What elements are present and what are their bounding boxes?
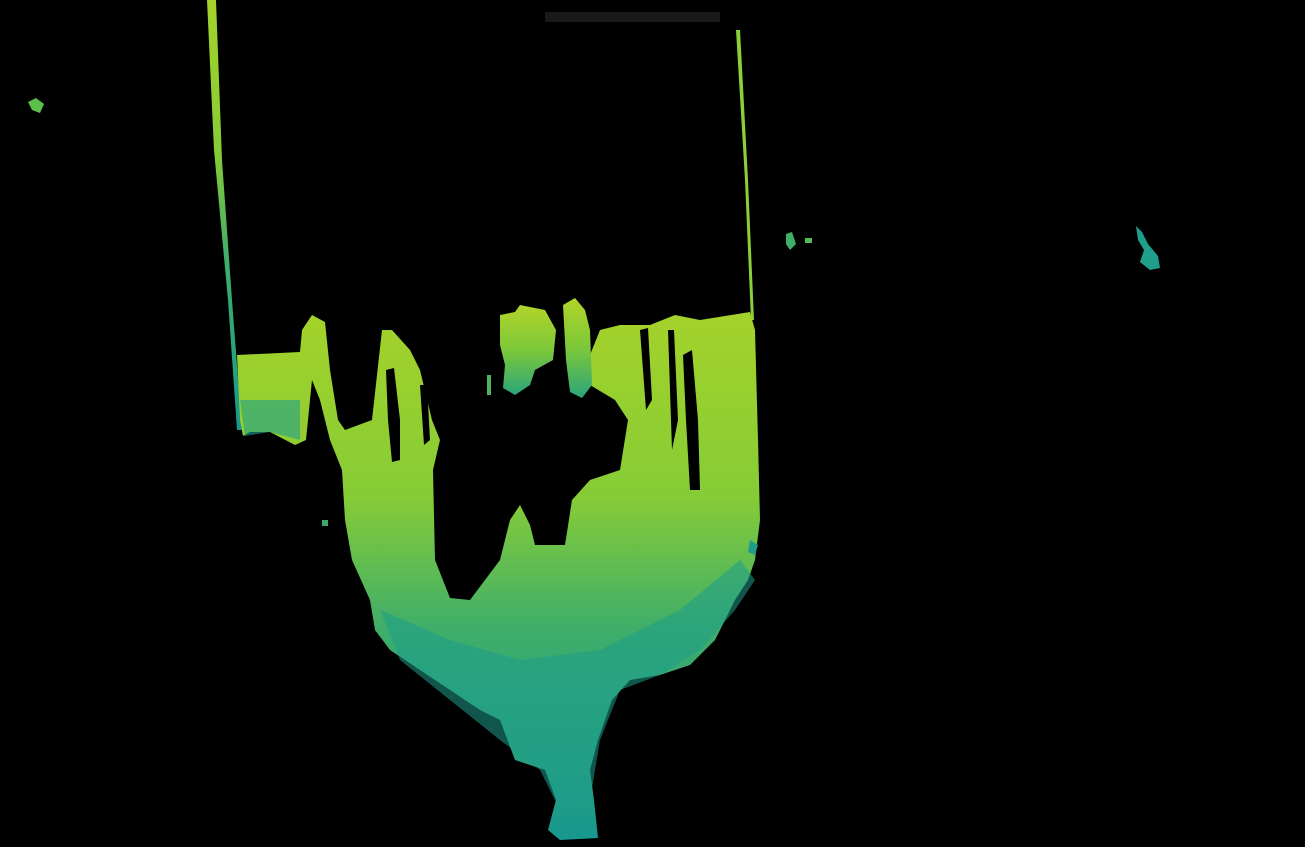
stray-blob-mid	[786, 232, 796, 250]
gap-2	[420, 385, 430, 445]
stray-blob-right	[1136, 226, 1160, 270]
stray-dot-1	[805, 238, 812, 243]
stray-dot-2	[487, 375, 491, 395]
stray-blob-left	[28, 98, 44, 113]
stray-dot-4	[748, 540, 758, 555]
left-lower-shade	[240, 400, 300, 440]
top-edge-fragment	[545, 12, 720, 22]
main-depth-region	[237, 312, 760, 840]
right-edge-line	[736, 30, 754, 320]
lower-shade	[380, 560, 755, 810]
gap-1	[386, 368, 400, 462]
left-edge-line	[207, 0, 242, 430]
central-column	[563, 298, 592, 398]
upper-floating-region	[500, 305, 556, 395]
stray-dot-3	[322, 520, 328, 526]
gap-3	[640, 328, 652, 410]
gap-4	[683, 350, 700, 490]
gap-5	[668, 330, 678, 450]
